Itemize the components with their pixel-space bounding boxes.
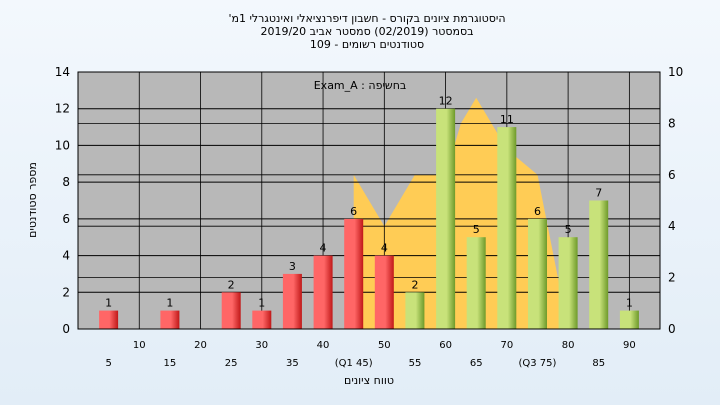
x-upper-label-1: 20 — [194, 340, 207, 351]
y-tick-label-8: 8 — [62, 175, 70, 189]
data-label-5: 1 — [105, 297, 112, 310]
y2-tick-label-4: 4 — [668, 219, 676, 233]
y-tick-label-2: 2 — [62, 285, 70, 299]
bar-30 — [252, 310, 272, 329]
x-upper-label-4: 50 — [378, 340, 391, 351]
y-tick-label-10: 10 — [55, 138, 70, 152]
y2-tick-label-10: 10 — [668, 65, 683, 79]
chart-title-line-1: היסטוגרמת ציונים בקורס - חשבון דיפרנציאל… — [228, 12, 505, 25]
y-tick-label-12: 12 — [55, 102, 70, 116]
x-lower-label-2: 25 — [225, 358, 238, 369]
data-label-40: 4 — [320, 242, 327, 255]
bar-75 — [528, 218, 547, 329]
x-lower-label-1: 15 — [164, 358, 177, 369]
data-label-15: 1 — [166, 297, 173, 310]
plot-border — [77, 71, 661, 330]
x-upper-label-8: 90 — [623, 340, 636, 351]
chart-title-line-2: בסמסטר (02/2019) סמסטר אביב 2019/20 — [260, 25, 473, 38]
x-lower-label-8: 85 — [592, 358, 605, 369]
data-label-90: 1 — [626, 297, 633, 310]
x-upper-label-7: 80 — [562, 340, 575, 351]
bars — [99, 108, 639, 329]
data-label-35: 3 — [289, 260, 296, 273]
data-label-60: 12 — [439, 95, 453, 108]
x-upper-label-5: 60 — [439, 340, 452, 351]
y2-tick-label-6: 6 — [668, 168, 676, 182]
x-lower-label-0: 5 — [105, 358, 111, 369]
y-tick-label-14: 14 — [55, 65, 70, 79]
chart-title-line-3: סטודנטים רשומים - 109 — [310, 38, 424, 51]
y2-tick-label-8: 8 — [668, 116, 676, 130]
bar-55 — [405, 292, 425, 329]
chart-titles: היסטוגרמת ציונים בקורס - חשבון דיפרנציאל… — [228, 12, 505, 51]
x-lower-label-6: 65 — [470, 358, 483, 369]
x-axis-label: טווח ציונים — [344, 374, 394, 387]
bar-85 — [589, 200, 609, 329]
data-label-80: 5 — [565, 223, 572, 236]
data-label-85: 7 — [595, 187, 602, 200]
data-label-65: 5 — [473, 223, 480, 236]
bar-70 — [497, 127, 517, 329]
bar-35 — [282, 273, 302, 329]
x-upper-label-3: 40 — [317, 340, 330, 351]
bar-90 — [619, 310, 639, 329]
x-upper-label-0: 10 — [133, 340, 146, 351]
y-tick-label-0: 0 — [62, 322, 70, 336]
bar-80 — [558, 237, 578, 329]
bar-50 — [374, 255, 394, 329]
x-lower-label-4: (Q1 45) — [335, 358, 373, 369]
bar-5 — [99, 310, 119, 329]
data-label-45: 6 — [350, 205, 357, 218]
y-axis-label: מספר סטודנטים — [26, 162, 39, 238]
data-label-50: 4 — [381, 242, 388, 255]
y2-tick-label-0: 0 — [668, 322, 676, 336]
data-label-30: 1 — [258, 297, 265, 310]
data-label-25: 2 — [228, 278, 235, 291]
bar-45 — [344, 218, 364, 329]
x-upper-label-6: 70 — [500, 340, 513, 351]
y-tick-label-4: 4 — [62, 249, 70, 263]
bar-15 — [160, 310, 180, 329]
bar-65 — [466, 237, 486, 329]
bar-60 — [436, 108, 456, 329]
exam-annotation: בחשיפה : Exam_A — [314, 79, 407, 92]
data-label-55: 2 — [411, 278, 418, 291]
y2-tick-label-2: 2 — [668, 271, 676, 285]
data-label-70: 11 — [500, 113, 514, 126]
x-lower-label-5: 55 — [409, 358, 422, 369]
bar-40 — [313, 255, 333, 329]
x-lower-label-3: 35 — [286, 358, 299, 369]
bar-25 — [221, 292, 241, 329]
data-label-75: 6 — [534, 205, 541, 218]
y-tick-label-6: 6 — [62, 212, 70, 226]
x-lower-label-7: (Q3 75) — [518, 358, 556, 369]
x-upper-label-2: 30 — [255, 340, 268, 351]
